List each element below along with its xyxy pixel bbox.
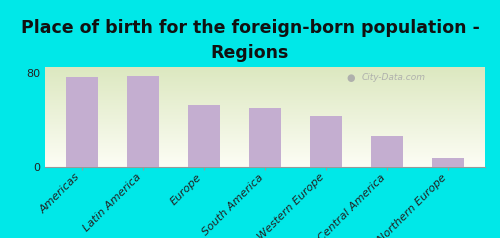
Bar <box>432 158 464 167</box>
Bar <box>188 105 220 167</box>
Bar <box>66 77 98 167</box>
Text: Place of birth for the foreign-born population -
Regions: Place of birth for the foreign-born popu… <box>20 19 479 62</box>
Text: City-Data.com: City-Data.com <box>362 73 426 82</box>
Bar <box>127 76 158 167</box>
Bar <box>310 116 342 167</box>
Text: ●: ● <box>346 73 355 83</box>
Bar <box>372 136 403 167</box>
Bar <box>249 108 281 167</box>
